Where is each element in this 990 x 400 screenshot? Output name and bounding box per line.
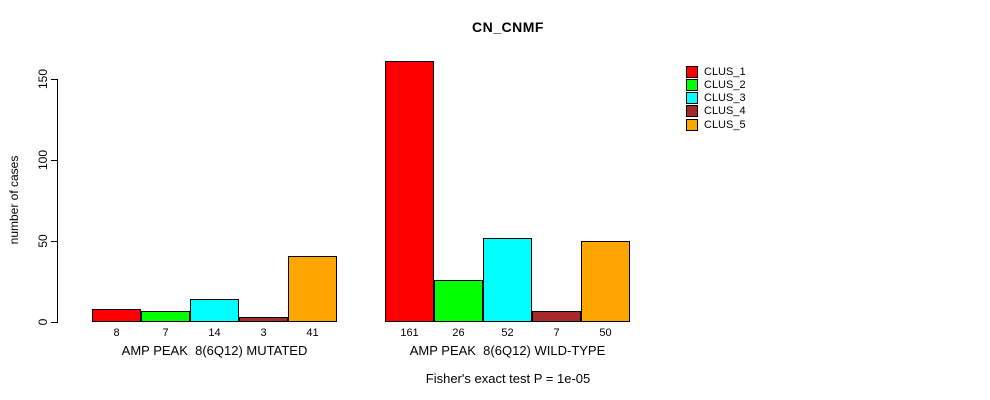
bar-value-label: 8 [113, 327, 120, 339]
bar-clus_2 [434, 280, 483, 322]
legend-label: CLUS_1 [704, 65, 746, 78]
chart-title: CN_CNMF [472, 19, 544, 35]
legend-swatch-icon [686, 105, 698, 118]
legend-item-clus_2: CLUS_2 [686, 78, 746, 91]
bar-value-label: 14 [208, 327, 221, 339]
bar-clus_1 [385, 61, 434, 322]
legend-swatch-icon [686, 78, 698, 91]
bar-value-label: 41 [306, 327, 319, 339]
y-tick-label: 0 [36, 318, 50, 326]
y-tick-mark [51, 241, 57, 242]
legend-item-clus_1: CLUS_1 [686, 65, 746, 78]
group-axis-label: AMP PEAK 8(6Q12) WILD-TYPE [409, 343, 606, 358]
y-tick-mark [51, 79, 57, 80]
bar-clus_4 [532, 311, 581, 322]
bar-value-label: 50 [599, 327, 612, 339]
legend-label: CLUS_2 [704, 78, 746, 91]
legend-label: CLUS_4 [704, 105, 746, 118]
bar-value-label: 26 [452, 327, 465, 339]
bar-value-label: 161 [400, 327, 419, 339]
legend-label: CLUS_5 [704, 118, 746, 131]
y-tick-label: 150 [36, 68, 50, 90]
bar-clus_1 [92, 309, 141, 322]
legend-item-clus_3: CLUS_3 [686, 92, 746, 105]
bar-value-label: 3 [260, 327, 267, 339]
legend-swatch-icon [686, 92, 698, 105]
bar-clus_4 [239, 317, 288, 322]
y-axis-line [57, 79, 58, 323]
bar-clus_5 [581, 241, 630, 322]
y-tick-label: 50 [36, 234, 50, 248]
y-tick-mark [51, 322, 57, 323]
bar-clus_3 [190, 299, 239, 322]
group-axis-label: AMP PEAK 8(6Q12) MUTATED [121, 343, 308, 358]
bar-value-label: 52 [501, 327, 514, 339]
bar-clus_5 [288, 256, 337, 322]
legend-item-clus_5: CLUS_5 [686, 118, 746, 131]
y-axis-label: number of cases [7, 155, 21, 245]
bar-value-label: 7 [553, 327, 560, 339]
y-tick-label: 100 [36, 149, 50, 171]
legend-swatch-icon [686, 118, 698, 131]
bar-value-label: 7 [162, 327, 169, 339]
annotation-text: Fisher's exact test P = 1e-05 [425, 371, 591, 386]
legend-swatch-icon [686, 65, 698, 78]
y-tick-mark [51, 160, 57, 161]
legend-label: CLUS_3 [704, 92, 746, 105]
bar-clus_3 [483, 238, 532, 322]
legend-item-clus_4: CLUS_4 [686, 105, 746, 118]
bar-clus_2 [141, 311, 190, 322]
